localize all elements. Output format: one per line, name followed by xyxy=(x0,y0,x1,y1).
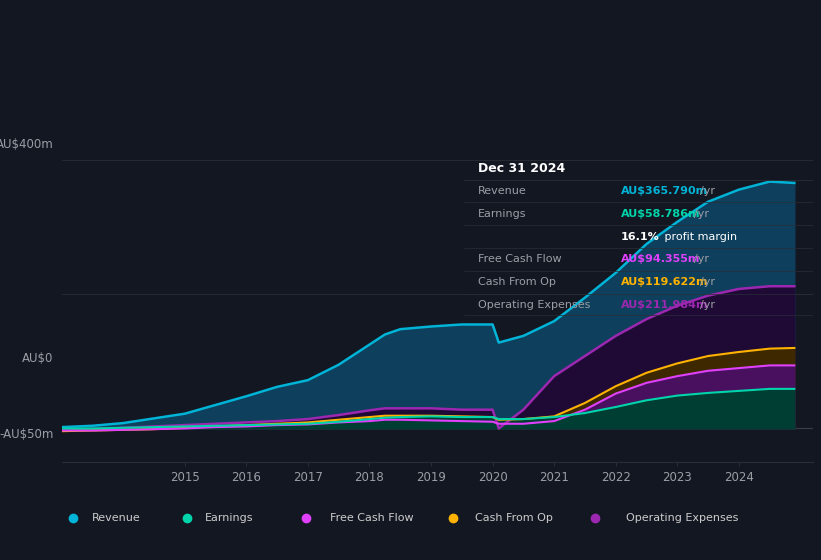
Text: Cash From Op: Cash From Op xyxy=(478,277,556,287)
Text: AU$119.622m: AU$119.622m xyxy=(621,277,709,287)
Text: Dec 31 2024: Dec 31 2024 xyxy=(478,162,565,175)
Text: Free Cash Flow: Free Cash Flow xyxy=(330,513,414,523)
Text: /yr: /yr xyxy=(695,209,709,219)
Text: /yr: /yr xyxy=(700,186,715,196)
Text: profit margin: profit margin xyxy=(661,232,737,241)
Text: Earnings: Earnings xyxy=(205,513,254,523)
Text: Operating Expenses: Operating Expenses xyxy=(626,513,738,523)
Text: Revenue: Revenue xyxy=(478,186,526,196)
Text: /yr: /yr xyxy=(700,277,715,287)
Text: /yr: /yr xyxy=(695,254,709,264)
Text: AU$94.355m: AU$94.355m xyxy=(621,254,700,264)
Text: -AU$50m: -AU$50m xyxy=(0,427,53,441)
Text: AU$211.984m: AU$211.984m xyxy=(621,300,709,310)
Text: /yr: /yr xyxy=(700,300,715,310)
Text: AU$0: AU$0 xyxy=(22,352,53,365)
Text: AU$58.786m: AU$58.786m xyxy=(621,209,700,219)
Text: Operating Expenses: Operating Expenses xyxy=(478,300,590,310)
Text: Cash From Op: Cash From Op xyxy=(475,513,553,523)
Text: Earnings: Earnings xyxy=(478,209,526,219)
Text: AU$400m: AU$400m xyxy=(0,138,53,151)
Text: 16.1%: 16.1% xyxy=(621,232,659,241)
Text: Revenue: Revenue xyxy=(92,513,140,523)
Text: Free Cash Flow: Free Cash Flow xyxy=(478,254,562,264)
Text: AU$365.790m: AU$365.790m xyxy=(621,186,708,196)
